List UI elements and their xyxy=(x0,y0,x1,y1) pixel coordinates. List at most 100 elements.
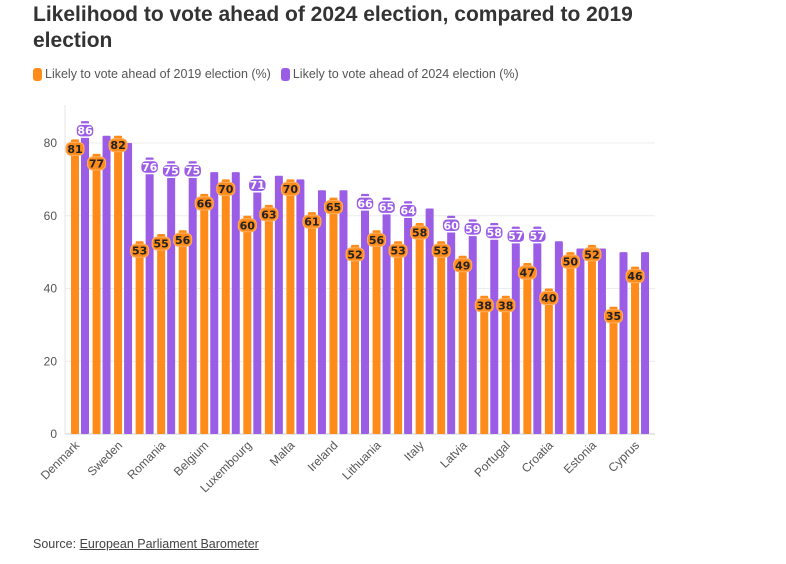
data-label: 66 xyxy=(197,197,213,210)
data-label-bg xyxy=(355,196,375,211)
bar-2019 xyxy=(71,139,79,435)
bar-2019 xyxy=(178,230,187,434)
data-label-bg xyxy=(161,163,181,178)
legend: Likely to vote ahead of 2019 election (%… xyxy=(33,67,523,81)
data-label-bg xyxy=(474,298,494,313)
bar-2019 xyxy=(307,212,316,434)
data-label: 58 xyxy=(487,227,502,240)
source-prefix: Source: xyxy=(33,537,80,551)
data-label-bg xyxy=(130,243,150,258)
bar-2019 xyxy=(544,288,553,434)
data-label: 52 xyxy=(584,248,599,261)
bar-2019 xyxy=(92,153,101,434)
bar-2024 xyxy=(145,157,154,435)
data-label: 77 xyxy=(89,157,104,170)
x-tick-label: Lithuania xyxy=(339,438,384,483)
data-label-bg xyxy=(237,218,257,233)
x-tick-label: Romania xyxy=(124,438,168,482)
data-label-bg xyxy=(182,163,203,178)
bar-2019 xyxy=(480,295,489,434)
data-label-bg xyxy=(484,225,505,240)
x-tick-label: Cyprus xyxy=(605,438,642,475)
bar-2024 xyxy=(188,161,197,434)
data-label-bg xyxy=(259,207,279,222)
bar-2019 xyxy=(286,179,295,434)
data-label: 57 xyxy=(508,230,523,243)
bar-2019 xyxy=(351,244,360,434)
data-label-bg xyxy=(462,221,483,237)
bar-2024 xyxy=(619,252,628,434)
bar-2019 xyxy=(523,263,532,434)
x-tick-label: Malta xyxy=(267,438,298,469)
bar-2024 xyxy=(81,121,89,435)
data-label-bg xyxy=(431,243,451,258)
data-label: 55 xyxy=(154,237,169,250)
bar-2019 xyxy=(264,204,273,434)
data-label: 75 xyxy=(164,165,179,178)
bar-2019 xyxy=(157,233,166,434)
bar-2019 xyxy=(415,223,424,434)
bar-2024 xyxy=(253,175,262,435)
source-link[interactable]: European Parliament Barometer xyxy=(79,537,259,551)
bar-2019 xyxy=(372,230,381,434)
legend-item-2019: Likely to vote ahead of 2019 election (%… xyxy=(33,67,271,81)
x-tick-label: Latvia xyxy=(437,438,470,471)
data-label: 52 xyxy=(347,248,362,261)
bar-2024 xyxy=(274,175,283,435)
bar-2019 xyxy=(609,306,618,434)
bar-2024 xyxy=(296,179,305,434)
data-label-bg xyxy=(527,228,548,244)
bar-2024 xyxy=(533,226,542,434)
bar-2019 xyxy=(221,179,230,434)
data-label: 64 xyxy=(400,205,416,218)
data-label-bg xyxy=(151,236,171,251)
data-label-bg xyxy=(517,265,537,280)
bar-2024 xyxy=(490,223,499,434)
data-label: 65 xyxy=(326,201,341,214)
x-tick-label: Sweden xyxy=(85,438,126,479)
y-tick-label: 80 xyxy=(44,136,58,150)
data-label-bg xyxy=(87,156,107,171)
bar-2024 xyxy=(317,190,326,434)
data-label-bg xyxy=(367,232,387,247)
data-label: 86 xyxy=(77,125,93,138)
data-label-bg xyxy=(496,298,516,313)
bar-2024 xyxy=(382,197,391,434)
data-label: 81 xyxy=(67,143,82,156)
data-label-bg xyxy=(173,232,193,247)
x-tick-label: Estonia xyxy=(561,438,599,476)
data-label-bg xyxy=(398,203,418,218)
bar-2019 xyxy=(329,197,338,434)
bar-2024 xyxy=(167,161,176,434)
y-tick-label: 60 xyxy=(44,209,58,223)
data-label-bg xyxy=(323,200,343,215)
data-label: 59 xyxy=(465,223,480,236)
data-label: 40 xyxy=(541,292,557,305)
data-label-bg xyxy=(560,254,580,269)
bar-2024 xyxy=(554,241,563,434)
x-tick-label: Denmark xyxy=(38,438,83,483)
bar-2024 xyxy=(231,172,240,434)
source-note: Source: European Parliament Barometer xyxy=(33,537,259,551)
x-tick-label: Belgium xyxy=(171,438,212,479)
data-label-bg xyxy=(388,243,408,258)
bar-2019 xyxy=(437,241,446,434)
data-label: 76 xyxy=(142,161,158,174)
bar-2024 xyxy=(339,190,348,434)
data-label-bg xyxy=(280,181,300,196)
data-label: 49 xyxy=(455,259,470,272)
bar-2019 xyxy=(587,244,596,434)
data-label: 50 xyxy=(563,256,579,269)
bar-2024 xyxy=(124,143,133,434)
data-label: 46 xyxy=(627,270,643,283)
data-label-bg xyxy=(441,218,461,233)
bar-2019 xyxy=(394,241,403,434)
x-tick-label: Portugal xyxy=(471,438,513,480)
data-label-bg xyxy=(247,177,268,193)
data-label-bg xyxy=(604,309,623,324)
data-label-bg xyxy=(139,159,160,175)
data-label-bg xyxy=(625,269,645,284)
legend-item-2024: Likely to vote ahead of 2024 election (%… xyxy=(280,67,519,81)
data-label-bg xyxy=(376,199,397,215)
data-label: 61 xyxy=(304,216,319,229)
